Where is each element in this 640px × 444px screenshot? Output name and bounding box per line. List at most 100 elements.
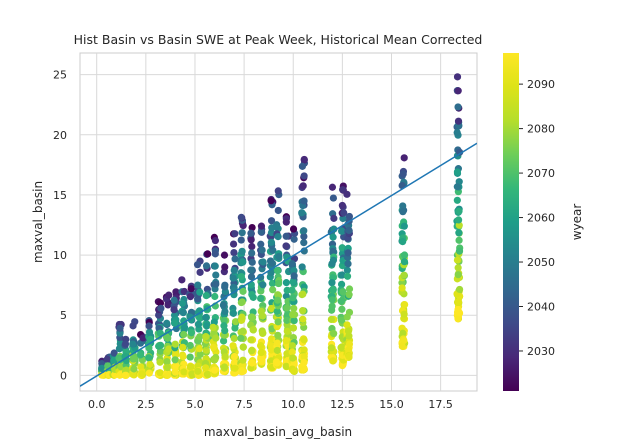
data-point <box>186 363 195 371</box>
data-point <box>282 232 290 240</box>
data-point <box>257 228 265 236</box>
data-point <box>454 315 462 323</box>
data-point <box>155 342 163 350</box>
regression-line <box>80 142 477 387</box>
x-axis-ticks: 0.0 2.5 5.0 7.5 10.0 12.5 15.0 17.5 <box>88 398 453 411</box>
data-point <box>289 225 298 233</box>
data-point <box>299 315 307 323</box>
data-point <box>300 197 308 205</box>
data-point <box>211 262 219 270</box>
data-point <box>139 334 147 342</box>
data-point <box>194 320 203 328</box>
data-point <box>194 281 202 289</box>
colorbar-tick-label: 2040 <box>527 301 555 314</box>
data-point <box>248 223 256 232</box>
data-point <box>239 287 247 295</box>
data-point <box>138 370 146 378</box>
data-point <box>274 331 282 339</box>
data-point <box>248 313 257 321</box>
data-point <box>247 229 255 237</box>
data-point <box>164 301 172 309</box>
data-point <box>289 310 297 319</box>
data-point <box>179 352 187 361</box>
data-point <box>165 291 173 299</box>
data-point <box>180 323 189 331</box>
data-point <box>221 326 229 335</box>
data-point <box>257 240 265 248</box>
data-point <box>212 271 220 279</box>
data-point <box>267 304 276 313</box>
data-point <box>300 232 308 241</box>
data-point <box>400 336 408 345</box>
data-point <box>290 316 298 325</box>
data-point <box>453 256 462 264</box>
data-point <box>247 236 255 244</box>
data-point <box>275 279 283 288</box>
data-point <box>454 271 462 279</box>
data-point <box>338 316 346 324</box>
data-point <box>209 323 217 332</box>
data-point <box>248 359 256 367</box>
data-point <box>239 327 247 335</box>
data-point <box>145 322 153 330</box>
data-point <box>282 218 290 226</box>
data-point <box>290 272 298 280</box>
data-point <box>300 358 308 367</box>
data-point <box>283 327 291 335</box>
data-point <box>290 235 298 243</box>
data-point <box>211 292 219 301</box>
data-point <box>230 358 238 367</box>
data-point <box>288 286 296 294</box>
data-point <box>204 371 212 379</box>
data-point <box>398 342 406 350</box>
data-point <box>329 194 338 202</box>
y-tick-label: 15 <box>53 189 67 202</box>
data-point <box>210 356 218 364</box>
data-point <box>343 313 351 321</box>
data-point <box>453 196 461 204</box>
data-point <box>229 342 237 350</box>
data-point <box>202 292 210 300</box>
data-point <box>238 247 246 255</box>
data-point <box>196 350 204 358</box>
data-point <box>345 346 353 354</box>
colorbar-tick-label: 2060 <box>527 212 555 225</box>
data-point <box>299 307 307 315</box>
data-point <box>202 262 211 270</box>
data-point <box>238 367 246 375</box>
data-point <box>400 222 408 230</box>
data-point <box>329 233 337 241</box>
data-point <box>146 360 154 369</box>
colorbar <box>503 53 519 391</box>
data-point <box>219 301 227 309</box>
chart-title: Hist Basin vs Basin SWE at Peak Week, Hi… <box>74 32 483 47</box>
data-point <box>136 351 145 359</box>
data-point <box>455 309 463 317</box>
data-point <box>210 318 218 326</box>
y-tick-label: 25 <box>53 69 67 82</box>
data-point <box>289 354 297 362</box>
data-point <box>399 170 407 178</box>
data-point <box>239 258 247 266</box>
data-point <box>249 293 257 301</box>
data-point <box>221 263 229 271</box>
data-point <box>328 183 337 191</box>
data-point <box>186 353 194 361</box>
data-point <box>145 369 153 377</box>
data-point <box>400 258 409 266</box>
data-point <box>275 253 283 261</box>
data-point <box>237 273 245 281</box>
data-point <box>129 340 137 348</box>
data-point <box>399 202 407 210</box>
data-point <box>344 327 353 335</box>
data-point <box>163 358 171 366</box>
data-point <box>171 368 180 376</box>
data-point <box>273 267 282 275</box>
data-point <box>258 246 266 254</box>
data-point <box>399 238 407 246</box>
data-point <box>282 242 290 250</box>
data-point <box>196 333 204 341</box>
data-point <box>186 313 194 321</box>
data-point <box>298 162 307 170</box>
data-point <box>400 271 408 279</box>
